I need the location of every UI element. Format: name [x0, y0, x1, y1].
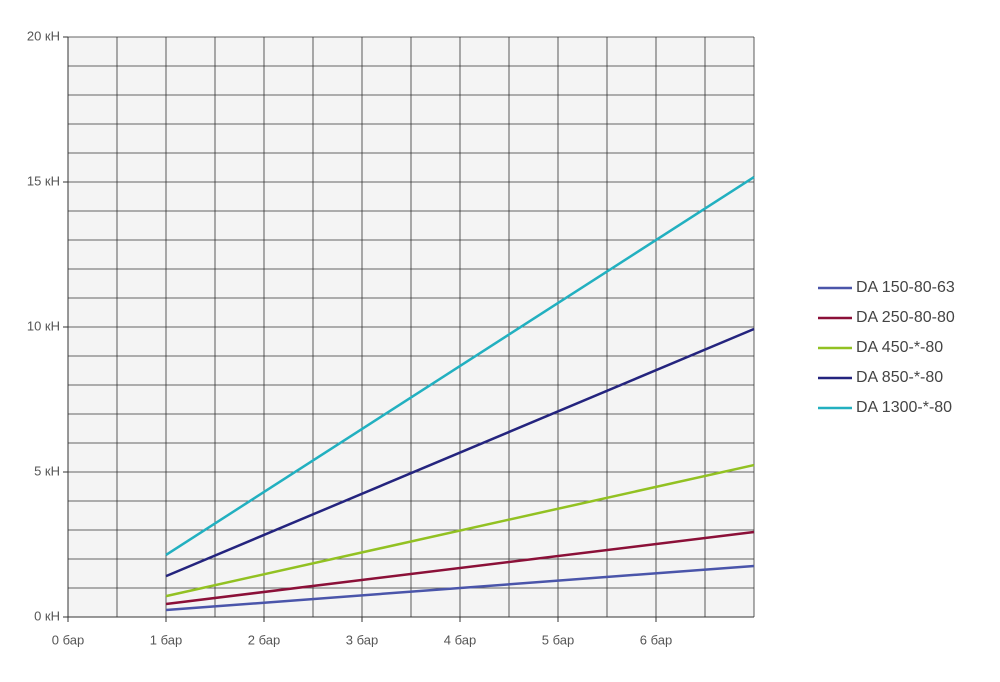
series-line	[165, 327, 755, 578]
legend-label: DA 450-*-80	[856, 339, 943, 356]
y-tick-label: 0 кН	[34, 608, 60, 623]
x-tick-label: 6 бар	[640, 632, 672, 647]
y-tick-label: 5 кН	[34, 463, 60, 478]
series-line	[165, 530, 755, 606]
x-tick-label: 0 бар	[52, 632, 84, 647]
legend-label: DA 1300-*-80	[856, 399, 952, 416]
legend-label: DA 850-*-80	[856, 369, 943, 386]
legend-label: DA 150-80-63	[856, 279, 955, 296]
y-tick-label: 20 кН	[27, 28, 60, 43]
x-tick-label: 1 бар	[150, 632, 182, 647]
series-line	[165, 564, 755, 612]
x-tick-label: 4 бар	[444, 632, 476, 647]
series-line	[165, 463, 755, 598]
x-tick-label: 2 бар	[248, 632, 280, 647]
legend-label: DA 250-80-80	[856, 309, 955, 326]
x-tick-label: 3 бар	[346, 632, 378, 647]
y-tick-label: 15 кН	[27, 173, 60, 188]
series-line	[165, 176, 755, 556]
y-tick-label: 10 кН	[27, 318, 60, 333]
x-tick-label: 5 бар	[542, 632, 574, 647]
